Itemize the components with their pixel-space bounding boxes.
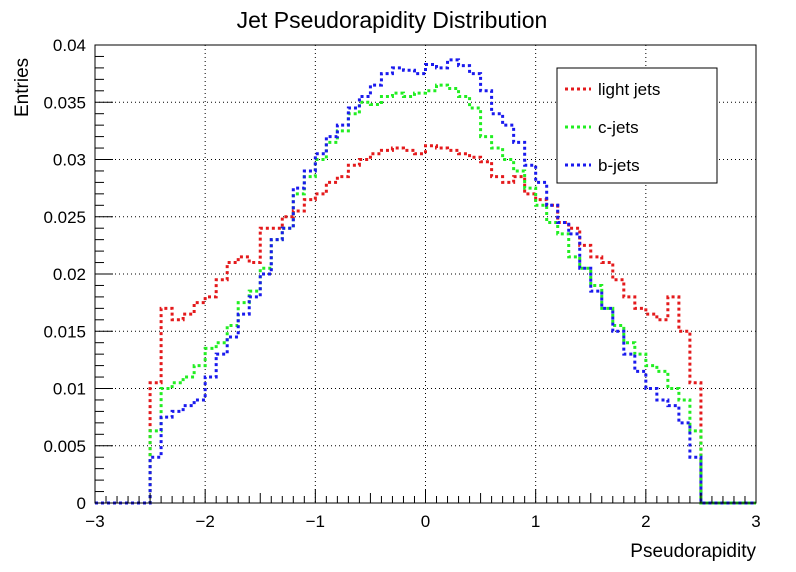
x-tick-label: 2 bbox=[641, 512, 650, 531]
x-tick-label: 0 bbox=[421, 512, 430, 531]
series-step-line bbox=[95, 144, 756, 505]
legend-label: b-jets bbox=[598, 156, 640, 175]
x-tick-labels: −3 −2 −1 0 1 2 3 bbox=[85, 512, 760, 531]
chart-title: Jet Pseudorapidity Distribution bbox=[237, 7, 548, 33]
x-tick-label: 3 bbox=[751, 512, 760, 531]
y-tick-label: 0.005 bbox=[43, 437, 86, 456]
y-tick-label: 0.01 bbox=[53, 380, 86, 399]
series-b-jets bbox=[95, 58, 756, 505]
y-tick-label: 0.03 bbox=[53, 151, 86, 170]
series-layer bbox=[95, 58, 756, 505]
legend: light jets c-jets b-jets bbox=[556, 67, 718, 184]
series-step-line bbox=[95, 58, 756, 505]
series-light-jets bbox=[95, 144, 756, 505]
y-tick-label: 0.025 bbox=[43, 208, 86, 227]
y-tick-labels: 0 0.005 0.01 0.015 0.02 0.025 0.03 0.035 0.04 bbox=[43, 36, 86, 513]
axis-ticks bbox=[94, 44, 757, 504]
y-tick-label: 0.015 bbox=[43, 322, 86, 341]
x-tick-label: −1 bbox=[306, 512, 325, 531]
y-tick-label: 0.02 bbox=[53, 265, 86, 284]
x-tick-label: 1 bbox=[531, 512, 540, 531]
x-tick-label: −3 bbox=[85, 512, 104, 531]
y-tick-label: 0 bbox=[77, 494, 86, 513]
legend-label: light jets bbox=[598, 80, 660, 99]
x-axis-title: Pseudorapidity bbox=[630, 541, 756, 562]
x-tick-label: −2 bbox=[195, 512, 214, 531]
y-tick-label: 0.04 bbox=[53, 36, 86, 55]
y-tick-label: 0.035 bbox=[43, 93, 86, 112]
y-axis-title: Entries bbox=[12, 58, 33, 117]
legend-label: c-jets bbox=[598, 118, 639, 137]
